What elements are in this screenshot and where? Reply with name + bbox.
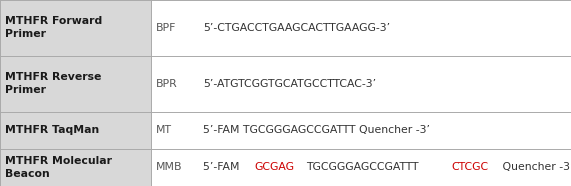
Text: 5’-ATGTCGGTGCATGCCTTCAC-3’: 5’-ATGTCGGTGCATGCCTTCAC-3’ [203, 79, 376, 89]
Text: MTHFR Reverse
Primer: MTHFR Reverse Primer [5, 72, 101, 95]
Bar [151, 149, 571, 186]
Text: CTCGC: CTCGC [451, 162, 488, 172]
Text: MTHFR TaqMan: MTHFR TaqMan [5, 125, 99, 135]
Text: 5’-CTGACCTGAAGCACTTGAAGG-3’: 5’-CTGACCTGAAGCACTTGAAGG-3’ [203, 23, 390, 33]
Bar [0, 56, 151, 112]
Bar [151, 56, 571, 112]
Text: 5’-FAM TGCGGGAGCCGATTT Quencher -3’: 5’-FAM TGCGGGAGCCGATTT Quencher -3’ [203, 125, 430, 135]
Bar [0, 149, 151, 186]
Text: MTHFR Forward
Primer: MTHFR Forward Primer [5, 17, 102, 39]
Text: MMB: MMB [156, 162, 182, 172]
Text: 5’-FAM: 5’-FAM [203, 162, 243, 172]
Text: Quencher -3’: Quencher -3’ [499, 162, 571, 172]
Text: TGCGGGAGCCGATTT: TGCGGGAGCCGATTT [306, 162, 419, 172]
Bar [151, 112, 571, 149]
Text: BPR: BPR [156, 79, 178, 89]
Bar [151, 0, 571, 56]
Bar [0, 0, 151, 56]
Text: MTHFR Molecular
Beacon: MTHFR Molecular Beacon [5, 156, 111, 179]
Text: BPF: BPF [156, 23, 176, 33]
Text: MT: MT [156, 125, 172, 135]
Text: GCGAG: GCGAG [254, 162, 294, 172]
Bar [0, 112, 151, 149]
